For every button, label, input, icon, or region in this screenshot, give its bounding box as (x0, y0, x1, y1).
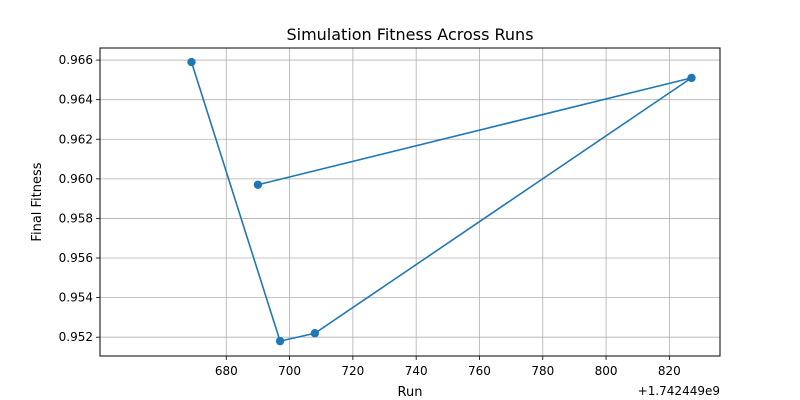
data-point (187, 57, 196, 67)
x-tick-label: 740 (405, 364, 428, 378)
data-point (687, 73, 696, 83)
x-tick-label: 720 (341, 364, 364, 378)
y-axis-label: Final Fitness (30, 162, 45, 241)
y-tick-label: 0.952 (59, 330, 93, 344)
y-tick-label: 0.958 (59, 211, 93, 225)
y-tick-label: 0.956 (59, 251, 93, 265)
data-point (253, 180, 263, 189)
y-tick-label: 0.964 (59, 93, 93, 107)
y-tick-label: 0.960 (59, 172, 93, 186)
data-point (310, 329, 320, 338)
x-axis-label: Run (398, 385, 423, 400)
gridlines (100, 48, 720, 356)
data-series (187, 57, 696, 346)
x-tick-label: 700 (278, 364, 301, 378)
y-tick-label: 0.954 (59, 291, 93, 305)
x-tick-label: 800 (595, 364, 618, 378)
x-tick-label: 780 (531, 364, 554, 378)
y-tick-label: 0.962 (59, 132, 93, 146)
data-point (275, 336, 285, 346)
y-tick-label: 0.966 (59, 53, 93, 67)
plot-frame (99, 47, 721, 357)
x-axis-offset-label: +1.742449e9 (638, 384, 720, 398)
x-tick-label: 680 (215, 364, 238, 378)
chart-title: Simulation Fitness Across Runs (286, 25, 533, 44)
x-tick-label: 820 (658, 364, 681, 378)
axis-ticks: 680 700 720 740 760 780 800 820 0.952 0.954 0.956 0… (59, 53, 681, 378)
x-tick-label: 760 (468, 364, 491, 378)
